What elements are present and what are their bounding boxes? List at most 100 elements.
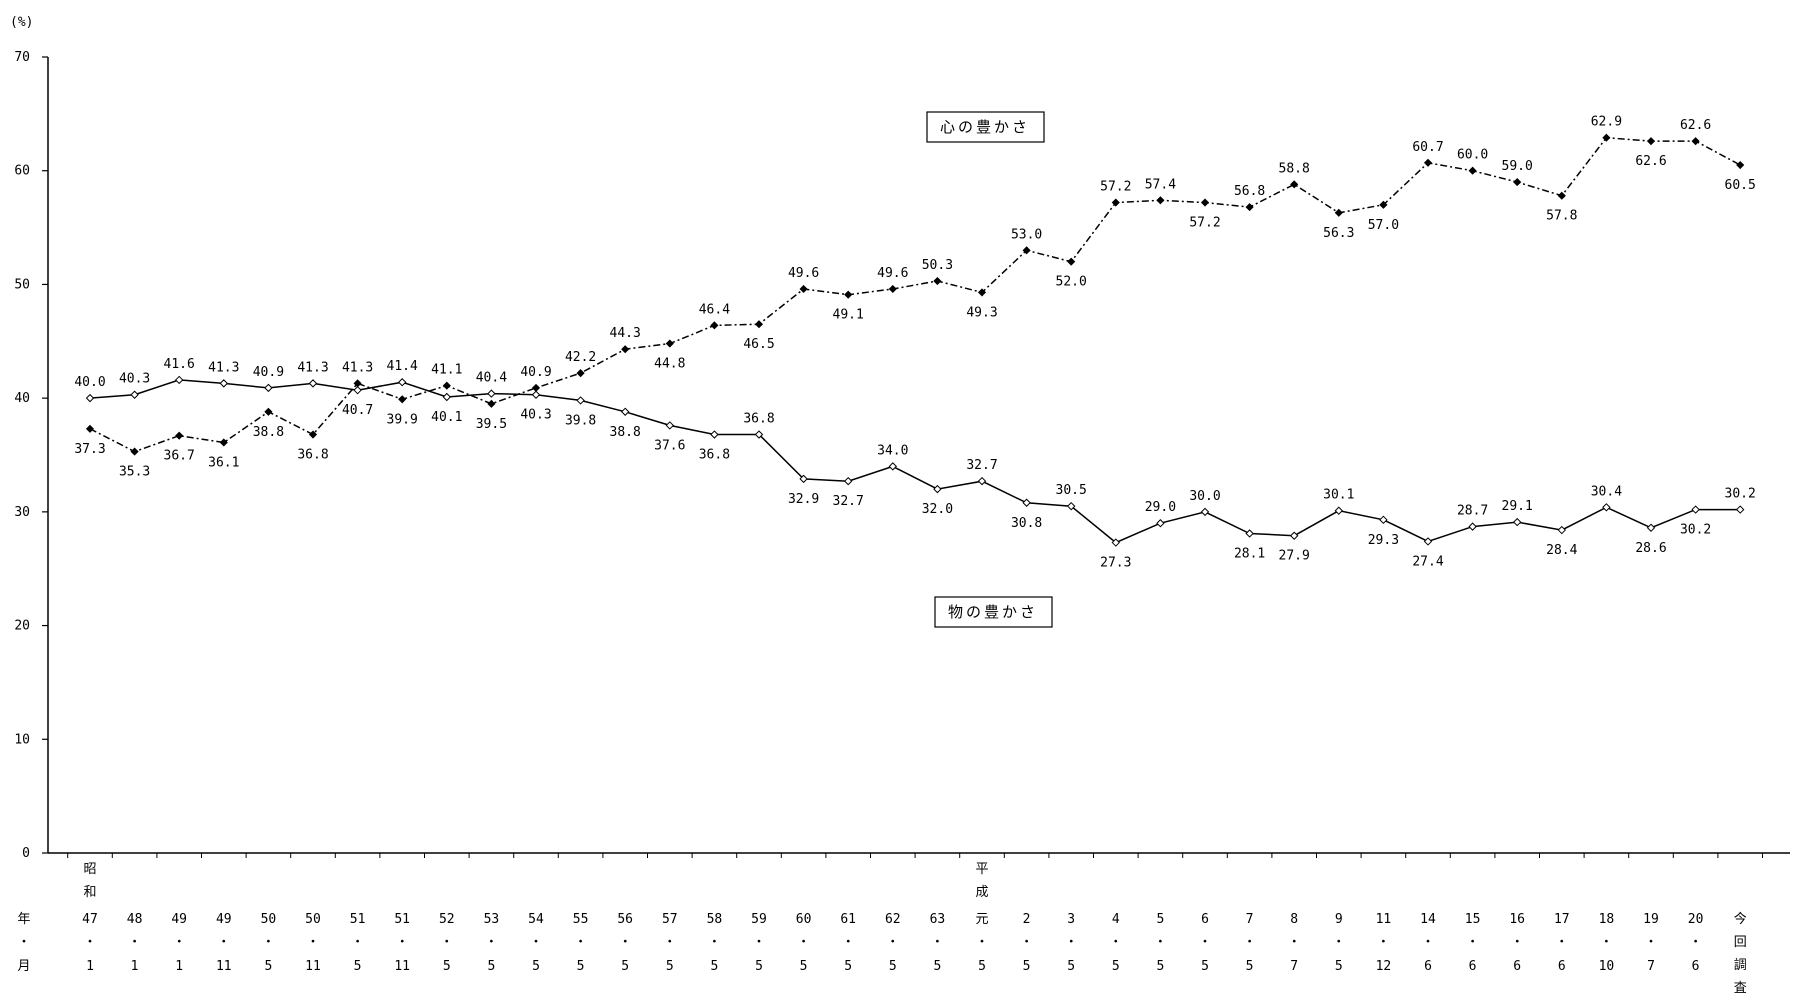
x-sep-dot: ・ (1020, 935, 1033, 950)
x-sep-dot: ・ (217, 935, 230, 950)
data-label: 44.8 (654, 357, 685, 372)
data-label: 36.1 (208, 455, 239, 470)
row-label-year: 年 (17, 912, 30, 927)
x-month-label: 11 (216, 959, 232, 974)
x-month-label: 5 (1067, 959, 1075, 974)
point-marker (130, 390, 139, 399)
x-year-label: 56 (617, 912, 633, 927)
x-sep-dot: ・ (485, 935, 498, 950)
data-label: 46.4 (699, 302, 730, 317)
point-marker (1646, 137, 1656, 146)
x-sep-dot: ・ (886, 935, 899, 950)
data-label: 41.4 (387, 359, 418, 374)
category-labels: 年 ・ 月 昭和47・148・149・149・1150・550・1151・551… (17, 862, 1746, 996)
x-year-label: 11 (1376, 912, 1392, 927)
x-year-label: 51 (350, 912, 366, 927)
point-marker (487, 389, 496, 398)
data-label: 30.1 (1323, 488, 1354, 503)
data-label: 56.3 (1323, 226, 1354, 241)
point-marker (442, 381, 451, 390)
x-year-label: 調 (1734, 958, 1747, 973)
point-marker (487, 399, 496, 408)
data-label: 28.4 (1546, 543, 1577, 558)
y-tick-label: 40 (14, 391, 30, 406)
data-label: 32.0 (922, 502, 953, 517)
x-month-label: 5 (487, 959, 495, 974)
point-marker (1022, 498, 1031, 507)
point-marker (799, 284, 808, 294)
point-marker (888, 284, 897, 294)
point-marker (977, 288, 987, 297)
data-label: 37.6 (654, 438, 685, 453)
x-year-label: 2 (1023, 912, 1031, 927)
point-marker (442, 392, 452, 402)
point-marker (933, 484, 942, 494)
point-marker (1557, 525, 1567, 535)
series-line-0 (89, 136, 1741, 453)
point-marker (1736, 160, 1745, 170)
data-label: 57.2 (1189, 216, 1220, 231)
y-tick-label: 20 (14, 619, 30, 634)
data-label: 36.8 (297, 448, 328, 463)
data-label: 42.2 (565, 350, 596, 365)
x-sep-dot: ・ (797, 935, 810, 950)
point-marker (1423, 537, 1433, 546)
data-label: 52.0 (1056, 275, 1087, 290)
point-marker (710, 430, 719, 439)
data-label: 40.9 (253, 365, 284, 380)
point-marker (1423, 158, 1433, 167)
x-month-label: 5 (933, 959, 941, 974)
data-label: 38.8 (253, 425, 284, 440)
data-label: 34.0 (877, 443, 908, 458)
data-label: 38.8 (610, 425, 641, 440)
x-year-label: 55 (573, 912, 589, 927)
point-marker (754, 430, 764, 439)
data-label: 57.2 (1100, 180, 1131, 195)
legend-kokoro-box (926, 111, 1045, 143)
x-year-label: 19 (1643, 912, 1659, 927)
x-sep-dot: ・ (1288, 935, 1301, 950)
x-month-label: 5 (354, 959, 362, 974)
point-marker (175, 431, 184, 440)
x-year-label: 50 (261, 912, 277, 927)
point-marker (1379, 515, 1388, 525)
x-year-label: 査 (1734, 981, 1747, 996)
point-marker (1513, 178, 1522, 187)
point-marker (1379, 200, 1388, 209)
point-marker (1290, 180, 1299, 189)
x-year-label: 4 (1112, 912, 1120, 927)
x-sep-dot: ・ (306, 935, 319, 950)
point-marker (398, 395, 407, 404)
x-sep-dot: ・ (83, 935, 96, 950)
data-label: 29.1 (1502, 499, 1533, 514)
series-line-1 (89, 379, 1741, 544)
data-label: 57.8 (1546, 209, 1577, 224)
point-marker (264, 407, 273, 416)
data-label: 41.6 (164, 357, 195, 372)
data-label: 57.0 (1368, 218, 1399, 233)
x-month-label: 5 (978, 959, 986, 974)
point-marker (1066, 501, 1076, 511)
x-sep-dot: ・ (708, 935, 721, 950)
data-label: 37.3 (74, 442, 105, 457)
x-sep-dot: ・ (619, 935, 632, 950)
y-tick-label: 0 (22, 846, 30, 861)
point-marker (1245, 529, 1254, 538)
y-tick-label: 30 (14, 505, 30, 520)
data-label: 29.0 (1145, 500, 1176, 515)
point-marker (1111, 198, 1120, 207)
data-label: 40.0 (74, 375, 105, 390)
x-year-label: 16 (1509, 912, 1525, 927)
x-sep-dot: ・ (1109, 935, 1122, 950)
data-label: 39.8 (565, 413, 596, 428)
x-month-label: 5 (1112, 959, 1120, 974)
point-marker (1691, 505, 1700, 514)
x-month-label: 10 (1599, 959, 1615, 974)
x-year-label: 57 (662, 912, 678, 927)
point-marker (576, 396, 585, 405)
data-label: 60.5 (1725, 178, 1756, 193)
data-label: 53.0 (1011, 227, 1042, 242)
x-month-label: 6 (1469, 959, 1477, 974)
x-month-label: 1 (131, 959, 139, 974)
x-month-label: 11 (394, 959, 410, 974)
